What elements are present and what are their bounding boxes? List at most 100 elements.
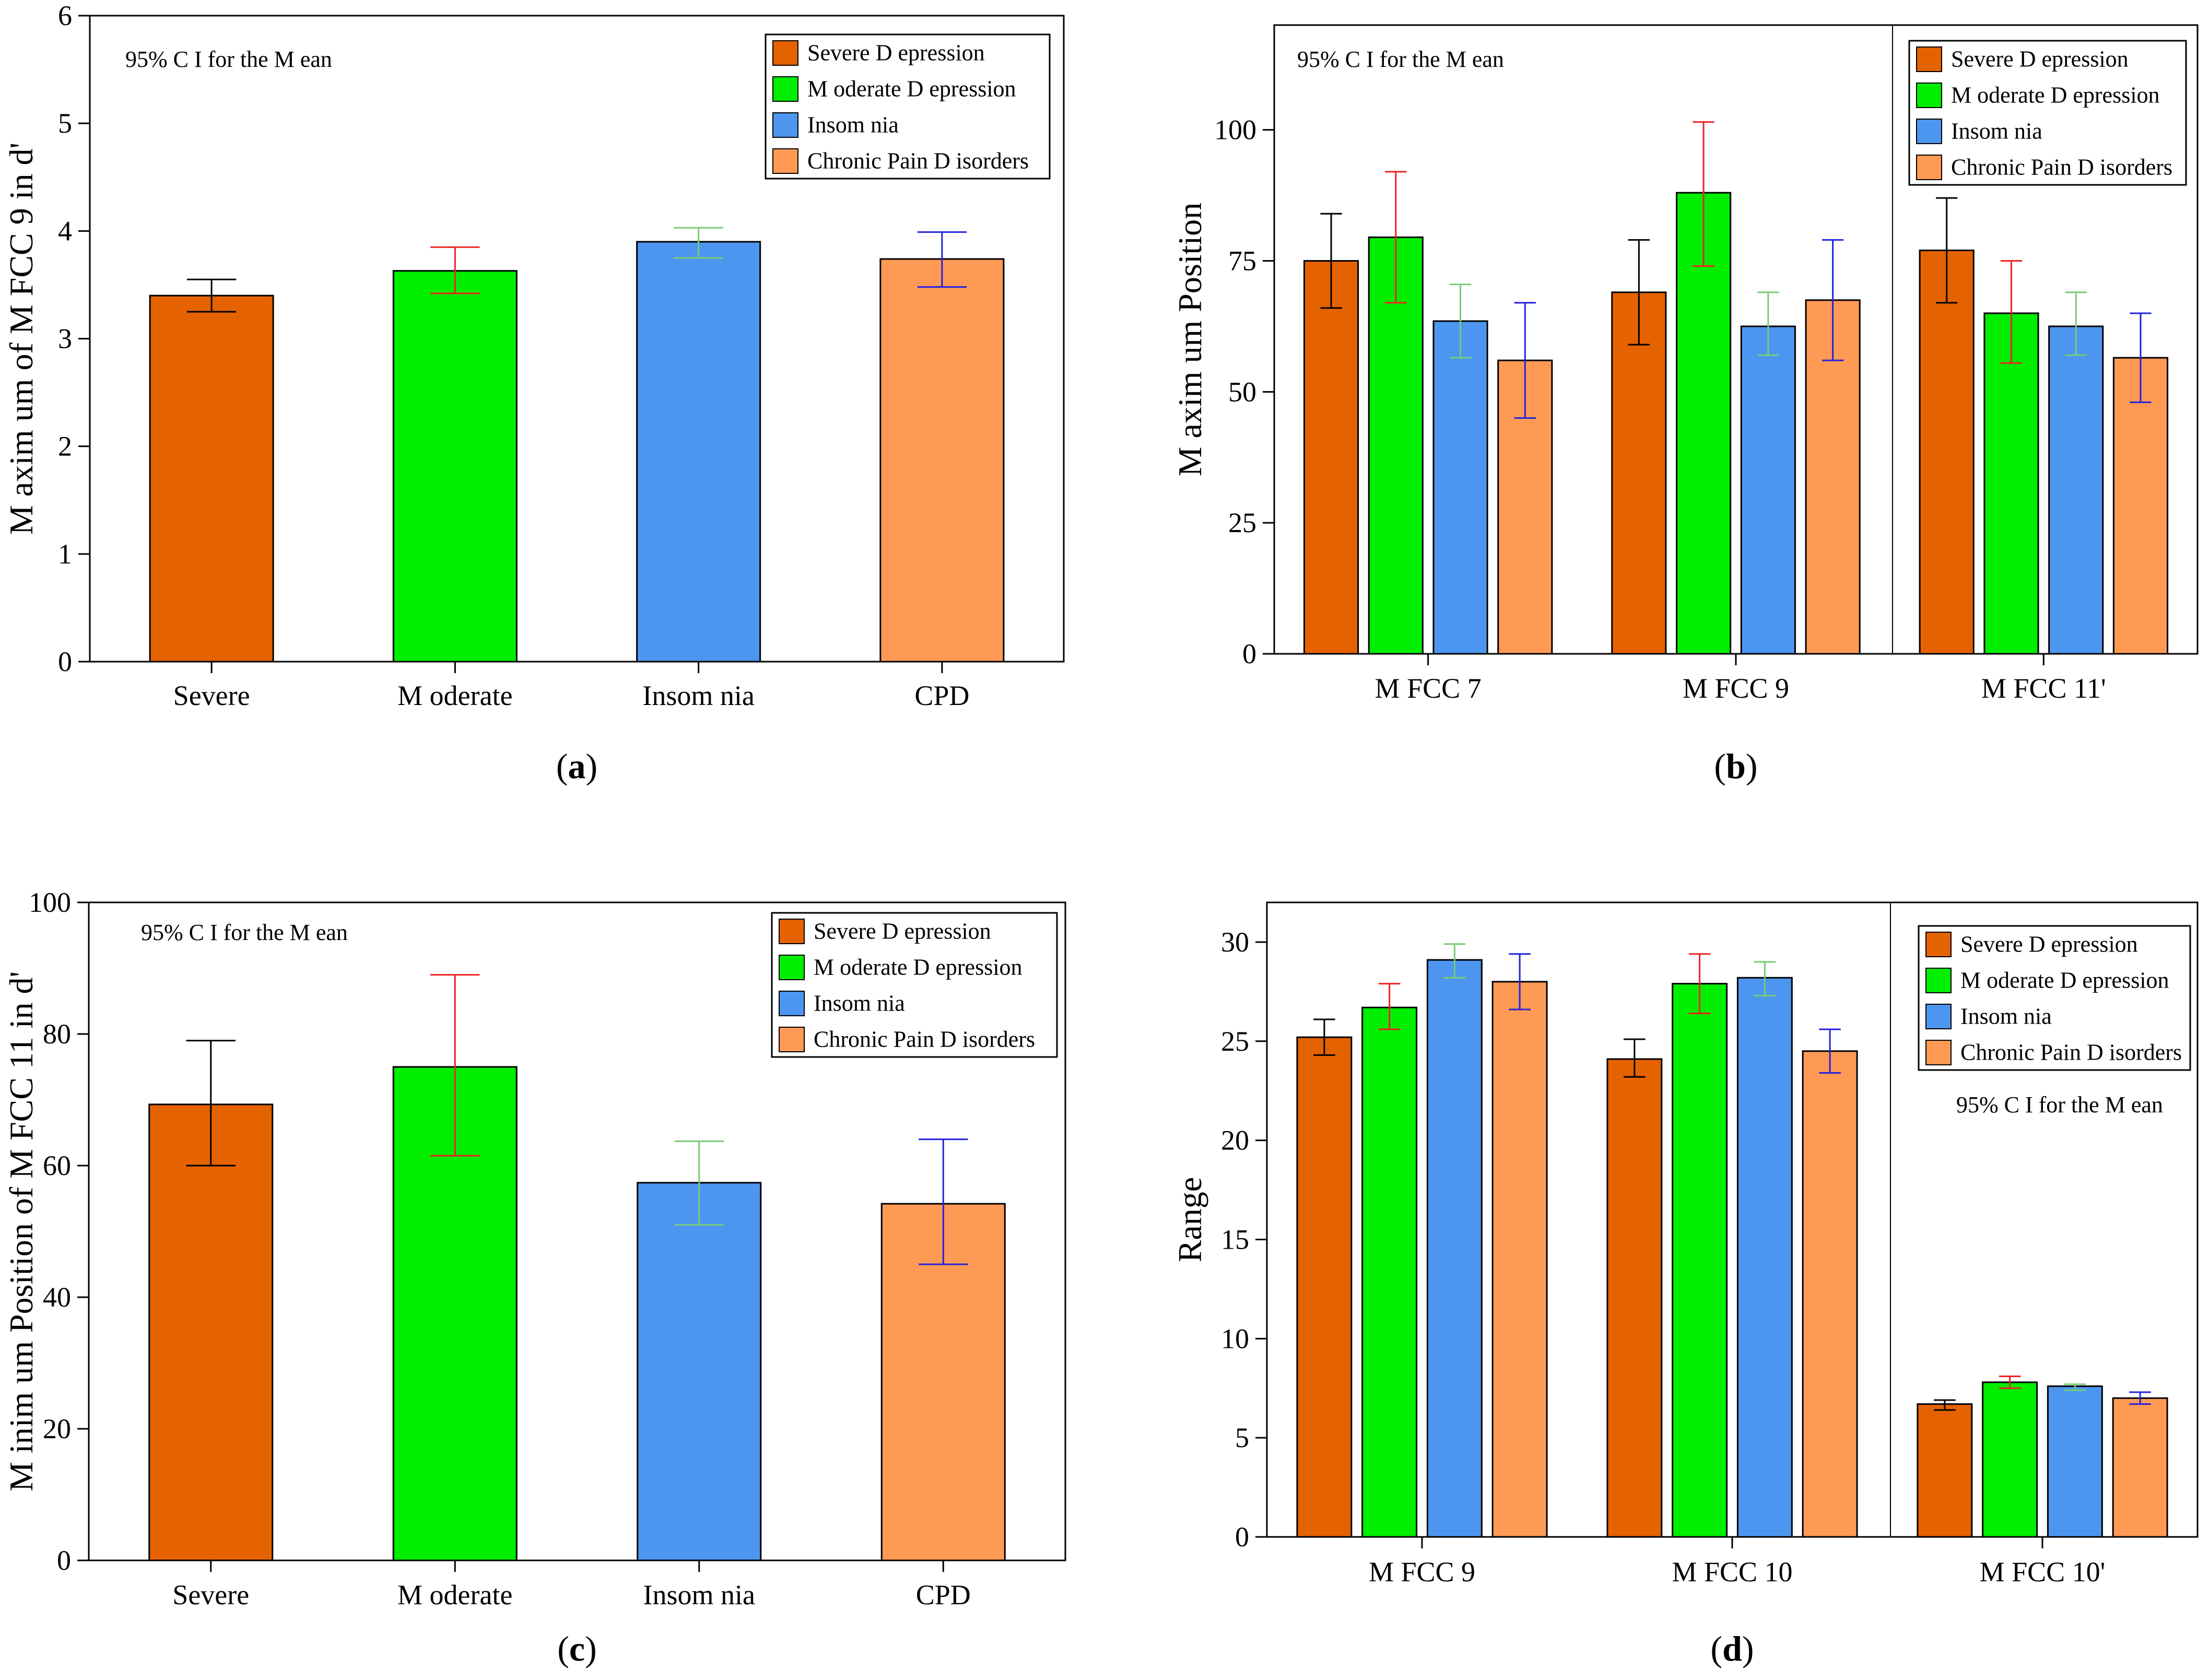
legend-swatch [1916, 119, 1942, 144]
y-tick-label: 20 [1221, 1125, 1249, 1156]
chart-panel-a: 0 1 2 3 4 5 6 M axim um of M FCC 9 in d' 95% C I… [3, 0, 1065, 786]
legend-entry: Chronic Pain D isorders [1951, 155, 2172, 180]
legend-swatch [779, 919, 805, 944]
y-tick-label: 10 [1221, 1323, 1249, 1354]
y-tick-label: 25 [1221, 1026, 1249, 1057]
y-tick-label: 0 [1235, 1521, 1249, 1553]
legend-swatch [779, 955, 805, 980]
y-tick-label: 25 [1228, 507, 1256, 538]
legend-swatch [1925, 1004, 1952, 1029]
x-tick-label: M FCC 11' [1981, 673, 2106, 704]
x-tick-label: Severe [172, 1579, 249, 1611]
legend-entry: M oderate D epression [1951, 83, 2160, 108]
panel-label-open: ( [1710, 1629, 1722, 1669]
x-tick-label: M FCC 10 [1672, 1556, 1792, 1588]
x-tick-label: M FCC 9 [1683, 673, 1789, 704]
y-tick-label: 1 [58, 538, 72, 570]
y-tick-label: 5 [1235, 1422, 1249, 1453]
panel-label-open: ( [557, 1629, 569, 1669]
bar [1983, 312, 2039, 655]
legend-box [1908, 40, 2187, 186]
x-tick-label: Insom nia [642, 680, 755, 711]
bar [1676, 192, 1732, 655]
bar [1432, 320, 1488, 655]
x-tick-label: CPD [914, 680, 969, 711]
y-tick-label: 30 [1221, 926, 1249, 958]
bar [1361, 1006, 1418, 1538]
bar [1917, 1403, 1973, 1538]
ci-annotation: 95% C I for the M ean [1956, 1092, 2163, 1118]
bar [2047, 1385, 2103, 1538]
ci-annotation: 95% C I for the M ean [141, 920, 348, 945]
y-axis-label: Range [1171, 1177, 1208, 1263]
bar [1296, 1036, 1353, 1538]
legend-entry: Insom nia [814, 991, 905, 1016]
y-tick-label: 0 [58, 646, 72, 677]
bar [392, 270, 518, 663]
chart-panel-d: 0 5 10 15 20 25 30 Range 95% C I for the M ean M … [1171, 901, 2199, 1669]
bar [1672, 983, 1728, 1538]
bar [1303, 260, 1359, 655]
legend-swatch [1925, 1040, 1952, 1065]
legend-entry: Severe D epression [1951, 46, 2129, 72]
x-tick-label: M oderate [397, 680, 512, 711]
y-tick-label: 5 [58, 108, 72, 139]
panel-label-letter: a [568, 746, 586, 786]
legend-swatch [1925, 968, 1952, 993]
y-tick-label: 100 [29, 887, 71, 918]
panel-label-letter: b [1726, 746, 1746, 786]
legend-entry: M oderate D epression [807, 76, 1016, 102]
panel-label-close: ) [585, 1629, 597, 1669]
y-axis-label: M axim um Position [1171, 203, 1208, 477]
bar [1982, 1381, 2038, 1538]
legend-entry: Chronic Pain D isorders [1960, 1040, 2182, 1065]
x-tick-label: CPD [916, 1579, 971, 1611]
y-tick-label: 80 [43, 1018, 71, 1050]
bar [1491, 981, 1548, 1538]
y-tick-label: 2 [58, 431, 72, 462]
y-tick-label: 60 [43, 1150, 71, 1181]
x-tick-label: M FCC 9 [1369, 1556, 1475, 1588]
x-tick-label: M FCC 7 [1375, 673, 1482, 704]
ci-annotation: 95% C I for the M ean [125, 46, 332, 72]
bar [1426, 959, 1483, 1538]
panel-label-open: ( [556, 746, 568, 786]
legend-box [1918, 925, 2191, 1071]
legend-box [765, 33, 1051, 180]
legend-swatch [1916, 155, 1942, 180]
bar [1740, 325, 1796, 655]
legend-swatch [779, 1027, 805, 1052]
panel-label-close: ) [1742, 1629, 1754, 1669]
y-tick-label: 20 [43, 1413, 71, 1444]
y-tick-label: 50 [1228, 376, 1256, 407]
legend-swatch [772, 112, 798, 138]
y-tick-label: 40 [43, 1282, 71, 1313]
legend-swatch [772, 148, 798, 174]
legend-swatch [772, 40, 798, 66]
panel-label-letter: d [1722, 1629, 1742, 1669]
panel-label: (b) [1714, 746, 1757, 786]
y-tick-label: 0 [1242, 638, 1256, 669]
legend-entry: Insom nia [1951, 119, 2042, 144]
bar [149, 295, 274, 663]
panel-label: (c) [557, 1629, 597, 1669]
legend-swatch [779, 991, 805, 1016]
panel-label: (d) [1710, 1629, 1754, 1669]
legend-entry: Insom nia [1960, 1004, 2052, 1029]
bar [2112, 1397, 2168, 1538]
y-tick-label: 3 [58, 323, 72, 355]
legend-entry: Insom nia [807, 112, 899, 138]
y-tick-label: 15 [1221, 1224, 1249, 1255]
legend-entry: M oderate D epression [1960, 968, 2169, 993]
bar [148, 1103, 274, 1561]
x-tick-label: M oderate [397, 1579, 512, 1611]
legend-entry: M oderate D epression [814, 955, 1023, 980]
panel-label: (a) [556, 746, 597, 786]
legend-entry: Chronic Pain D isorders [814, 1027, 1035, 1052]
legend-swatch [1916, 46, 1942, 72]
legend-entry: Chronic Pain D isorders [807, 148, 1029, 174]
bar [1736, 977, 1793, 1538]
bar [636, 241, 761, 663]
